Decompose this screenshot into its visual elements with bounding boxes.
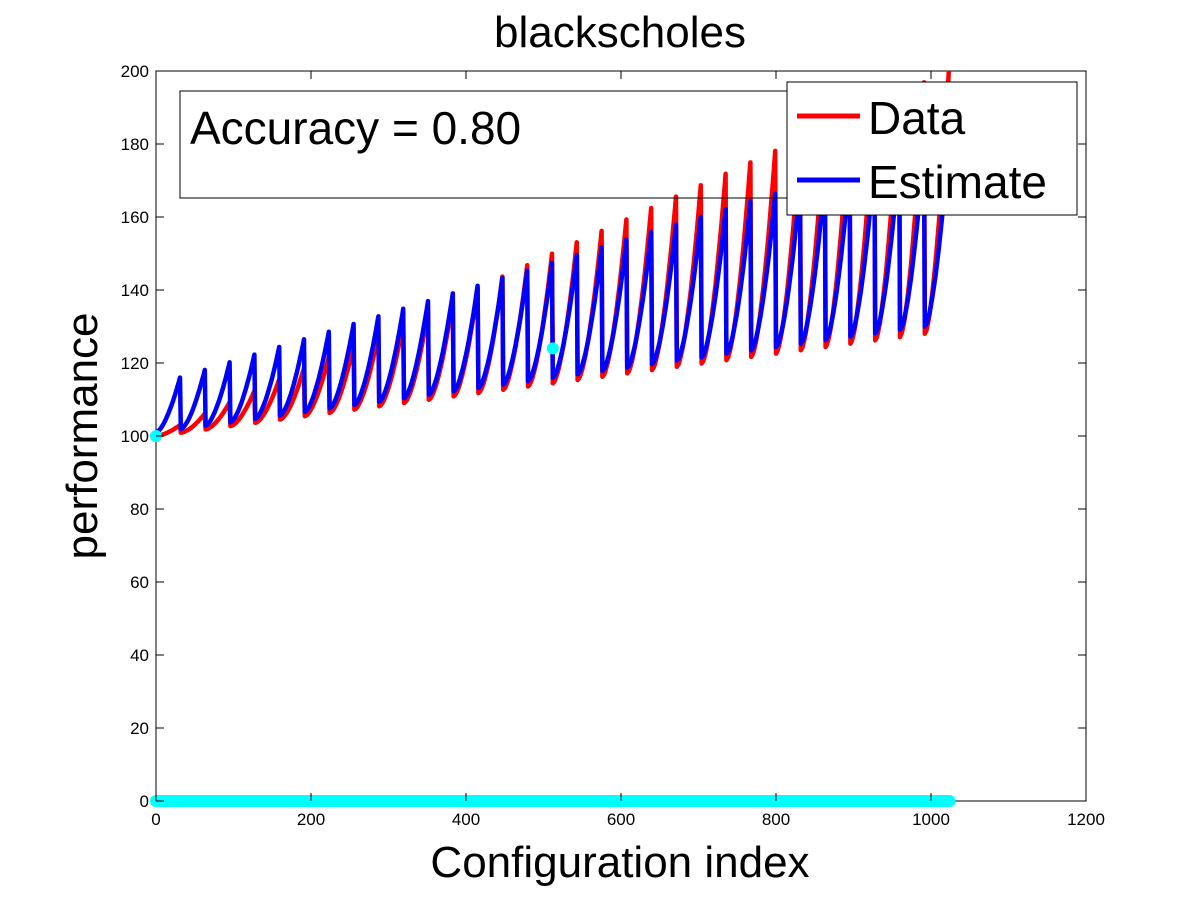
series-marker [546, 342, 559, 355]
annotation-text: Accuracy = 0.80 [190, 102, 521, 154]
y-axis-label: performance [58, 312, 107, 559]
x-tick-label: 0 [151, 810, 160, 829]
legend-entry-estimate: Estimate [868, 156, 1047, 208]
x-tick-label: 400 [452, 810, 480, 829]
y-tick-label: 80 [130, 500, 149, 519]
ticks-layer: 0 200 400 600 800 1000 1200 0 20 40 60 80 100 120 140 1… [121, 62, 1105, 829]
y-tick-label: 20 [130, 719, 149, 738]
y-tick-label: 100 [121, 427, 149, 446]
y-tick-label: 160 [121, 208, 149, 227]
x-axis-label: Configuration index [430, 838, 809, 887]
y-tick-label: 0 [140, 792, 149, 811]
chart-title: blackscholes [494, 8, 746, 57]
series-line-estimate [155, 140, 952, 435]
annotation-box: Accuracy = 0.80 [179, 90, 793, 199]
y-tick-label: 120 [121, 354, 149, 373]
series-layer [150, 70, 956, 807]
y-tick-label: 60 [130, 573, 149, 592]
x-tick-label: 800 [762, 810, 790, 829]
y-tick-label: 40 [130, 646, 149, 665]
y-tick-label: 200 [121, 62, 149, 81]
x-tick-label: 200 [297, 810, 325, 829]
x-tick-label: 1000 [912, 810, 950, 829]
legend: Data Estimate [786, 81, 1078, 216]
x-tick-label: 1200 [1067, 810, 1105, 829]
y-tick-label: 140 [121, 281, 149, 300]
y-tick-label: 180 [121, 135, 149, 154]
legend-frame [786, 81, 1078, 216]
plot-area: 0 200 400 600 800 1000 1200 0 20 40 60 80 100 120 140 1… [121, 62, 1105, 829]
x-tick-label: 600 [607, 810, 635, 829]
legend-entry-data: Data [868, 92, 966, 144]
